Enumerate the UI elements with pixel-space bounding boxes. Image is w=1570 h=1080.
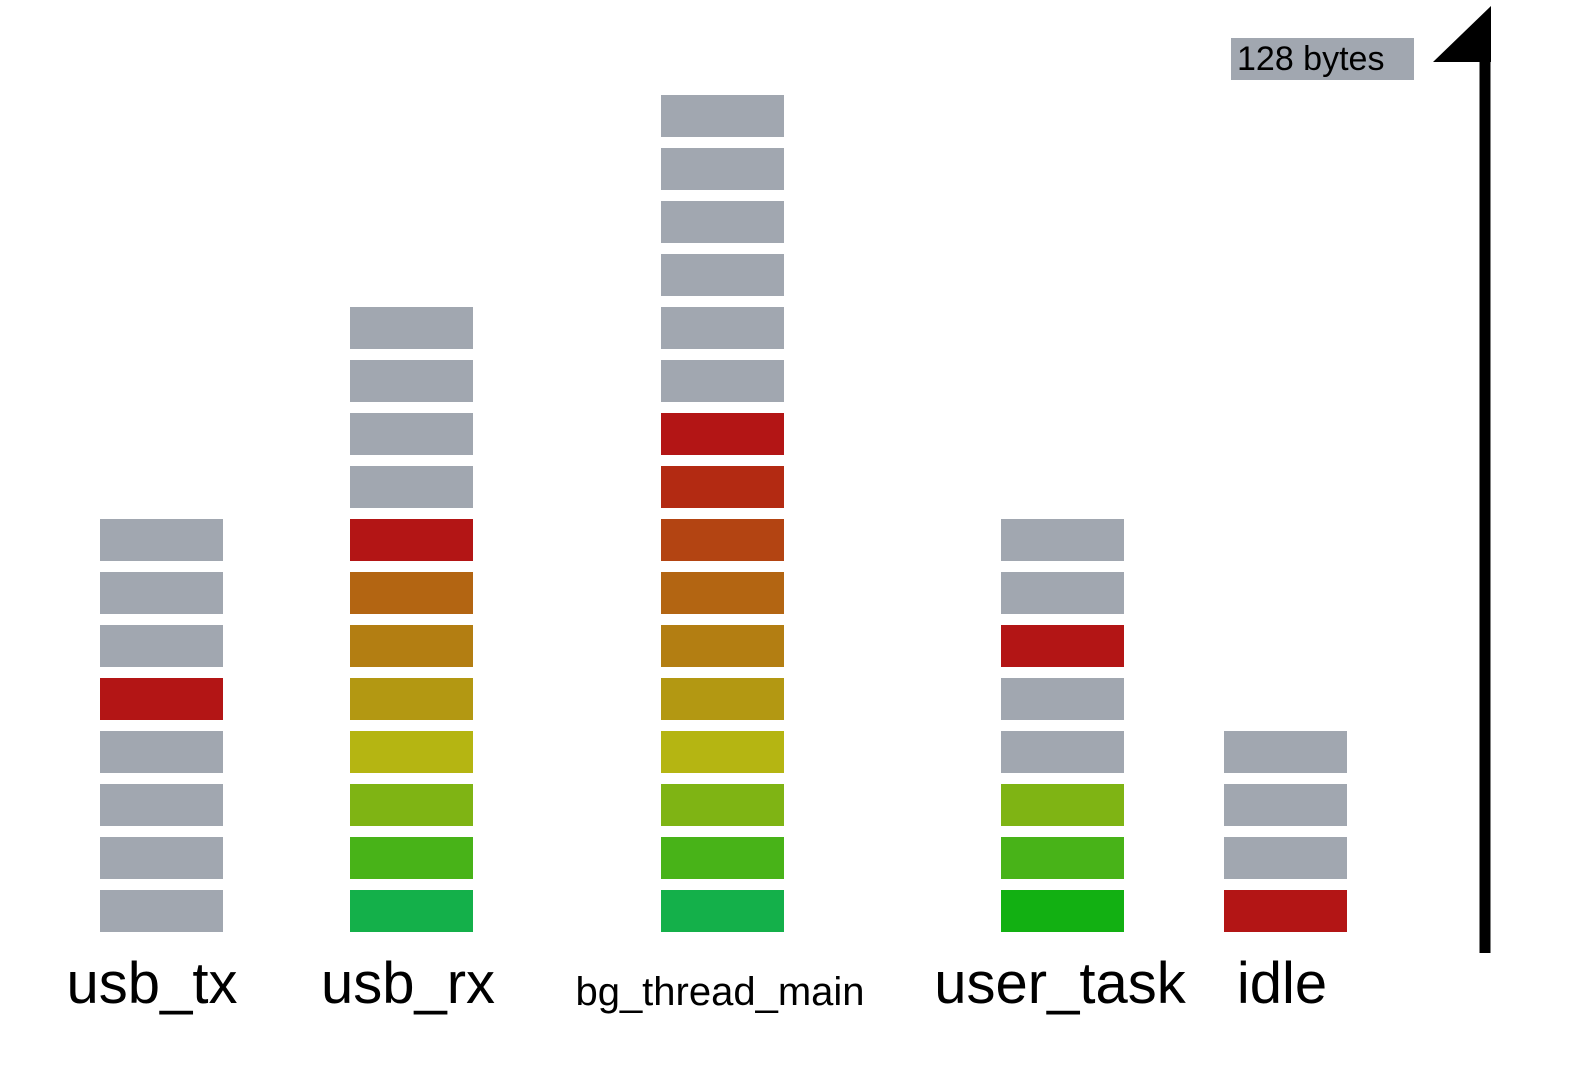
stack-block-unused — [1001, 731, 1124, 773]
stack-block-unused — [100, 572, 223, 614]
stack-block-unused — [661, 307, 784, 349]
stack-block-unused — [100, 784, 223, 826]
scale-legend: 128 bytes — [1231, 38, 1414, 80]
stack-block-unused — [1001, 572, 1124, 614]
stack-block-used — [350, 678, 473, 720]
stack-block-unused — [100, 731, 223, 773]
stack-block-used — [1001, 890, 1124, 932]
stack-block-used — [661, 784, 784, 826]
stack-block-used — [1001, 784, 1124, 826]
stack-block-unused — [1001, 678, 1124, 720]
stack-block-peak — [1001, 625, 1124, 667]
stack-block-used — [661, 572, 784, 614]
legend-label: 128 bytes — [1237, 40, 1385, 78]
stack-block-unused — [661, 148, 784, 190]
stack-block-unused — [100, 890, 223, 932]
stack-block-unused — [350, 360, 473, 402]
stack-block-unused — [661, 360, 784, 402]
task-label: usb_tx — [66, 951, 238, 1016]
stack-block-used — [350, 837, 473, 879]
stack-block-unused — [661, 254, 784, 296]
stack-block-used — [350, 731, 473, 773]
stack-block-unused — [350, 307, 473, 349]
stack-block-unused — [100, 837, 223, 879]
task-label: idle — [1236, 951, 1328, 1016]
stack-block-unused — [1224, 784, 1347, 826]
task-label: usb_rx — [320, 951, 496, 1016]
stack-block-unused — [1224, 837, 1347, 879]
stack-block-unused — [661, 201, 784, 243]
stack-block-peak — [1224, 890, 1347, 932]
task-label: user_task — [934, 951, 1186, 1016]
stack-block-used — [350, 784, 473, 826]
stack-block-used — [350, 572, 473, 614]
arrow-head-icon — [1433, 6, 1491, 62]
stack-block-unused — [100, 519, 223, 561]
stack-block-peak — [100, 678, 223, 720]
stack-block-unused — [1001, 519, 1124, 561]
stack-block-used — [350, 890, 473, 932]
stack-block-used — [661, 837, 784, 879]
stack-block-used — [1001, 837, 1124, 879]
stack-block-used — [661, 678, 784, 720]
stack-block-peak — [661, 413, 784, 455]
stack-block-unused — [661, 95, 784, 137]
stack-block-used — [661, 519, 784, 561]
stack-block-used — [661, 625, 784, 667]
stack-block-unused — [350, 413, 473, 455]
stack-block-used — [661, 890, 784, 932]
stack-block-used — [661, 731, 784, 773]
stack-block-unused — [350, 466, 473, 508]
task-label: bg_thread_main — [575, 970, 865, 1014]
stack-block-used — [661, 466, 784, 508]
stack-block-unused — [100, 625, 223, 667]
stack-block-peak — [350, 519, 473, 561]
stack-block-unused — [1224, 731, 1347, 773]
stack-block-used — [350, 625, 473, 667]
